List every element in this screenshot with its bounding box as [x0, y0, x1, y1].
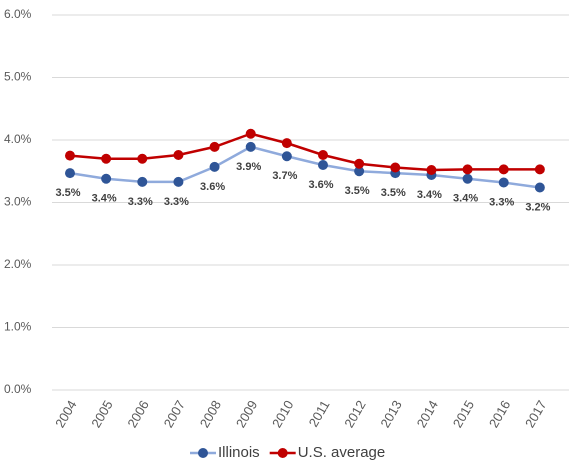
data-label: 3.3% [489, 196, 514, 208]
data-point [390, 162, 401, 173]
data-label: 3.5% [55, 187, 80, 199]
series-line [69, 145, 541, 189]
data-point [354, 166, 365, 177]
data-point [137, 153, 148, 164]
data-label: 3.4% [92, 193, 117, 205]
data-label: 3.6% [200, 181, 225, 193]
data-point [245, 141, 256, 152]
data-point [281, 138, 292, 149]
x-tick-label: 2014 [414, 398, 441, 431]
data-point [426, 165, 437, 175]
data-point [173, 176, 184, 187]
data-point [173, 150, 184, 160]
x-tick-label: 2005 [88, 398, 115, 431]
x-tick-label: 2008 [197, 398, 224, 431]
data-point [462, 173, 473, 184]
data-point [498, 164, 509, 175]
legend-marker [277, 448, 288, 458]
y-tick-label: 5.0% [4, 70, 32, 84]
data-label: 3.5% [381, 187, 406, 199]
data-point [137, 176, 148, 187]
y-tick-label: 2.0% [4, 257, 32, 271]
data-point [101, 173, 112, 184]
x-tick-label: 2011 [306, 398, 333, 430]
x-tick-label: 2013 [377, 398, 404, 431]
data-label: 3.3% [128, 196, 153, 208]
x-tick-label: 2016 [486, 398, 513, 431]
data-point [318, 160, 328, 170]
data-label: 3.7% [272, 170, 297, 182]
legend-label: U.S. average [298, 444, 386, 461]
data-point [245, 128, 256, 139]
data-point [209, 161, 220, 172]
data-point [318, 150, 328, 160]
data-point [209, 141, 220, 152]
data-point [281, 151, 292, 162]
data-label: 3.6% [308, 179, 333, 191]
data-label: 3.3% [164, 196, 189, 208]
data-point [534, 164, 545, 175]
data-label: 3.4% [417, 189, 442, 201]
y-tick-label: 3.0% [4, 195, 32, 209]
data-point [498, 177, 509, 188]
y-tick-label: 0.0% [4, 382, 32, 396]
data-label: 3.2% [525, 201, 550, 213]
legend-label: Illinois [218, 444, 260, 461]
y-tick-label: 6.0% [4, 7, 32, 21]
x-tick-label: 2004 [52, 398, 79, 431]
legend-marker [198, 448, 208, 458]
x-tick-label: 2007 [161, 398, 188, 431]
y-tick-label: 1.0% [4, 320, 32, 334]
x-tick-label: 2017 [522, 398, 549, 431]
data-label: 3.9% [236, 161, 261, 173]
x-tick-label: 2010 [269, 398, 296, 431]
x-tick-label: 2009 [233, 398, 260, 431]
data-point [462, 164, 473, 175]
data-point [65, 168, 75, 179]
x-tick-label: 2012 [341, 398, 368, 431]
data-label: 3.5% [345, 185, 370, 197]
data-point [65, 150, 75, 161]
data-point [101, 153, 112, 164]
data-label: 3.4% [453, 193, 478, 205]
x-tick-label: 2015 [450, 398, 477, 431]
y-tick-label: 4.0% [4, 132, 32, 146]
data-point [534, 182, 545, 193]
x-tick-label: 2006 [124, 398, 151, 431]
series-line [69, 132, 540, 172]
data-point [354, 158, 365, 169]
